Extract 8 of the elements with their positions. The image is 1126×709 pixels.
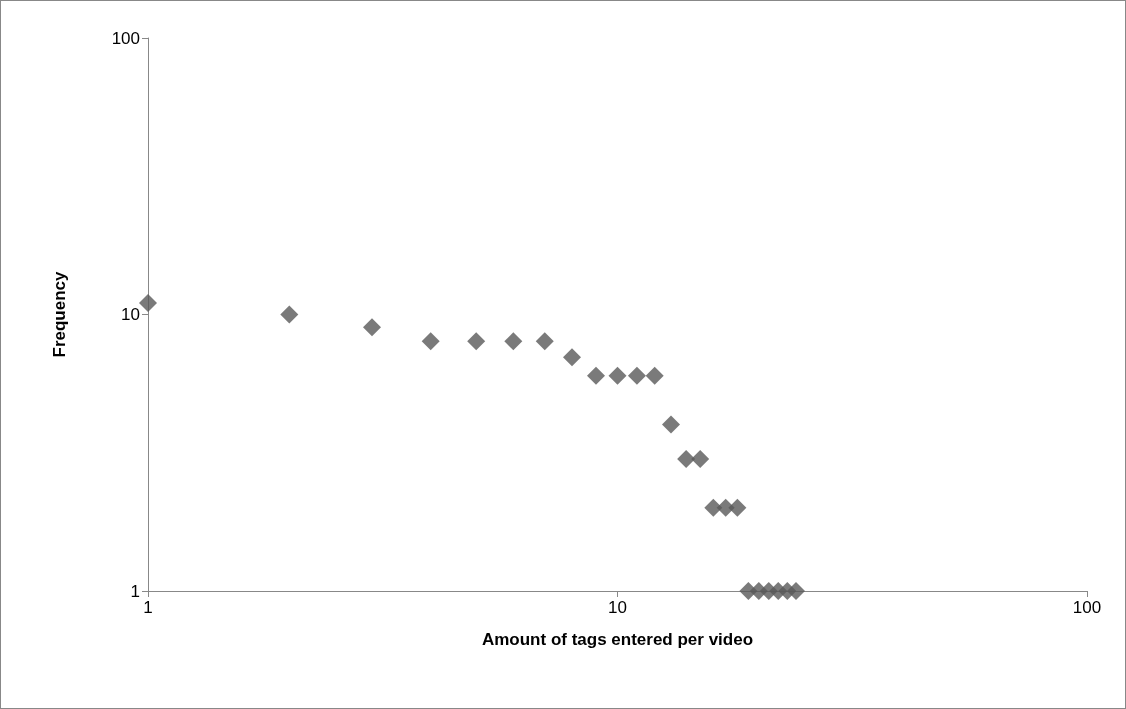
y-tick-label: 10 bbox=[121, 305, 140, 324]
y-axis-title: Frequency bbox=[50, 270, 69, 358]
x-tick-label: 100 bbox=[1072, 598, 1102, 617]
y-tick-label: 1 bbox=[130, 581, 140, 601]
x-tick-label: 10 bbox=[608, 598, 627, 617]
x-tick-label: 1 bbox=[143, 598, 153, 617]
y-tick-label: 100 bbox=[111, 28, 140, 48]
x-axis-title: Amount of tags entered per video bbox=[481, 630, 754, 649]
